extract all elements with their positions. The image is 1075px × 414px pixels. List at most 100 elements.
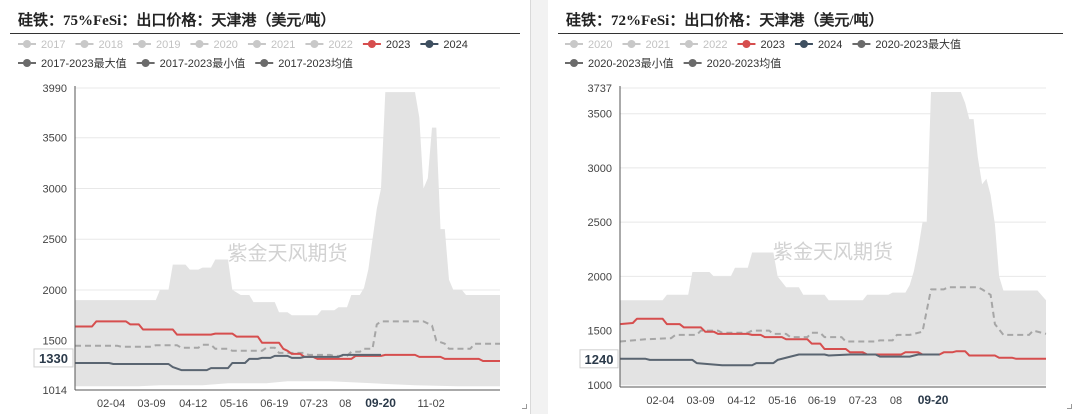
legend-marker [425, 40, 434, 48]
x-tick-label: 02-04 [97, 398, 125, 410]
legend-item-2017-2023最小值[interactable]: 2017-2023最小值 [136, 57, 246, 70]
legend-label: 2019 [156, 39, 180, 51]
y-tick-label: 1014 [43, 385, 67, 397]
legend-label: 2024 [818, 39, 842, 51]
legend-marker [195, 40, 204, 48]
legend-marker [570, 40, 578, 48]
legend-label: 2020-2023均值 [707, 57, 782, 70]
legend-item-2022[interactable]: 2022 [305, 39, 353, 51]
current-value-label: 1240 [585, 352, 614, 367]
chart-panel-75fesi: 硅铁：75%FeSi：出口价格：天津港（美元/吨） 1014 1500 2000 25… [0, 0, 530, 414]
resize-handle[interactable] [1067, 404, 1072, 409]
legend-label: 2022 [328, 39, 352, 51]
chart-title: 硅铁：72%FeSi：出口价格：天津港（美元/吨） [566, 13, 884, 29]
legend-item-2021[interactable]: 2021 [622, 39, 670, 51]
legend-item-2020-2023最大值[interactable]: 2020-2023最大值 [852, 37, 961, 51]
resize-handle[interactable] [522, 404, 527, 409]
legend-item-2017-2023最大值[interactable]: 2017-2023最大值 [18, 56, 127, 70]
y-tick-label: 3000 [43, 183, 67, 195]
current-value-box [33, 348, 74, 368]
legend-marker [23, 59, 31, 67]
x-tick-label: 06-19 [260, 398, 288, 410]
legend-marker [80, 40, 89, 48]
series-2024-line [75, 353, 381, 372]
x-tick-label: 08 [890, 395, 902, 407]
legend-label: 2024 [443, 39, 467, 51]
series-2024-line [620, 353, 940, 367]
legend-item-2024[interactable]: 2024 [794, 39, 842, 51]
legend-label: 2020-2023最大值 [875, 37, 961, 51]
y-tick-label: 3737 [588, 83, 612, 95]
y-tick-label: 3990 [43, 83, 67, 95]
y-tick-label: 2000 [43, 285, 67, 297]
legend-marker [252, 40, 261, 48]
legend-item-2024[interactable]: 2024 [420, 39, 468, 51]
chart-72fesi: 1000 1500 2000 2500 3000 3500 3737 紫金天风期货 02-04 0… [565, 37, 1047, 407]
legend-label: 2023 [386, 39, 410, 51]
legend-label: 2020-2023最小值 [588, 57, 674, 70]
legend-item-2023[interactable]: 2023 [362, 39, 410, 51]
y-tick-label: 3500 [43, 133, 67, 145]
legend-item-2022[interactable]: 2022 [679, 39, 727, 51]
x-tick-label: 07-23 [300, 398, 328, 410]
watermark: 紫金天风期货 [773, 239, 893, 263]
x-tick-label: 03-09 [137, 398, 165, 410]
x-tick-label: 09-20 [365, 396, 396, 410]
legend-item-2017-2023均值[interactable]: 2017-2023均值 [255, 57, 353, 70]
legend-item-2018[interactable]: 2018 [75, 39, 123, 51]
x-tick-label: 04-12 [727, 395, 755, 407]
legend-label: 2018 [98, 39, 122, 51]
y-tick-label: 2500 [588, 217, 612, 229]
legend-marker [742, 40, 751, 48]
x-tick-label: 05-16 [220, 398, 248, 410]
y-tick-label: 1500 [588, 326, 612, 338]
y-tick-label: 1000 [588, 380, 612, 392]
legend-marker [23, 40, 31, 48]
legend-marker [310, 40, 319, 48]
legend-marker [367, 40, 376, 48]
x-tick-label: 02-04 [646, 395, 674, 407]
legend-item-2020[interactable]: 2020 [190, 39, 238, 51]
legend-label: 2017 [41, 39, 65, 51]
current-value-label: 1330 [39, 351, 68, 366]
chart-panel-72fesi: 硅铁：72%FeSi：出口价格：天津港（美元/吨） 1000 1500 2000 25… [548, 0, 1075, 414]
legend-marker [570, 59, 578, 67]
legend-item-2020-2023最小值[interactable]: 2020-2023最小值 [565, 57, 674, 70]
legend-item-2021[interactable]: 2021 [247, 39, 295, 51]
series-average-line [619, 286, 1047, 343]
series-2023-line [619, 317, 1046, 360]
y-tick-label: 2500 [43, 234, 67, 246]
y-tick-label: 2000 [588, 271, 612, 283]
y-tick-label: 1500 [43, 336, 67, 348]
legend-marker [141, 59, 150, 67]
x-tick-label: 06-19 [808, 395, 836, 407]
series-average-line [75, 320, 500, 357]
legend-marker [857, 40, 866, 48]
x-tick-label: 09-20 [918, 393, 949, 407]
legend-item-2020[interactable]: 2020 [565, 39, 612, 51]
legend-label: 2017-2023均值 [278, 57, 353, 70]
series-2023-line [75, 320, 500, 362]
legend-marker [799, 40, 808, 48]
x-tick-label: 05-16 [768, 395, 796, 407]
legend-item-2020-2023均值[interactable]: 2020-2023均值 [683, 57, 782, 70]
legend-label: 2022 [703, 39, 727, 51]
title-underline [10, 33, 520, 34]
x-tick-label: 04-12 [179, 398, 207, 410]
title-underline [558, 33, 1063, 34]
x-tick-label: 03-09 [686, 395, 714, 407]
y-tick-label: 3500 [588, 109, 612, 121]
legend: 2017 2018 2019 2020 2021 2022 2023 2024 2017-202… [18, 39, 468, 70]
legend-item-2019[interactable]: 2019 [132, 39, 180, 51]
watermark: 紫金天风期货 [228, 241, 348, 265]
legend-label: 2017-2023最小值 [160, 57, 246, 70]
legend-marker [688, 59, 697, 67]
legend-marker [684, 40, 693, 48]
legend-marker [260, 59, 269, 67]
legend-marker [627, 40, 636, 48]
legend-label: 2020 [213, 39, 237, 51]
panel-separator [530, 0, 548, 414]
legend-item-2023[interactable]: 2023 [737, 39, 785, 51]
legend-item-2017[interactable]: 2017 [18, 39, 65, 51]
current-value-box [579, 349, 619, 369]
